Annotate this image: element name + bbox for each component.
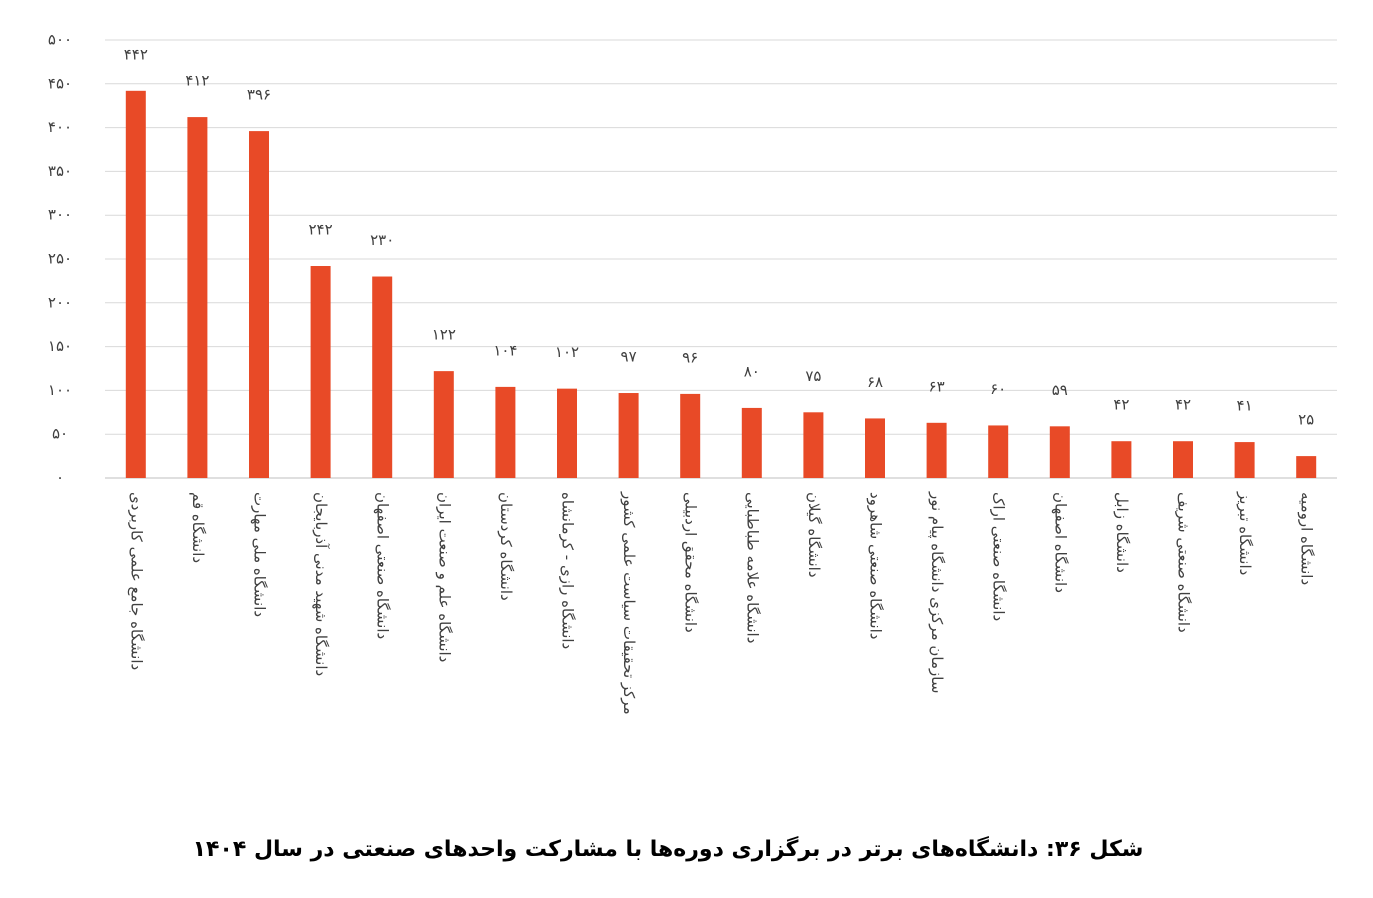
value-label: ۴۲ [1113,396,1129,414]
x-tick-label: دانشگاه قم [189,492,207,563]
bar [125,90,146,479]
chart-title: شکل ۳۶: دانشگاه‌های برتر در برگزاری دوره… [193,835,1144,862]
bar [1234,442,1255,478]
bar [618,393,639,478]
y-tick-label: ۴۰۰ [48,118,72,136]
bar [310,266,331,478]
x-tick-label: دانشگاه شهید مدنی آذربایجان [312,492,330,676]
bar [372,276,393,478]
bar [1049,426,1070,478]
x-tick-label: دانشگاه زابل [1113,492,1131,573]
bar [249,131,269,478]
value-label: ۶۳ [929,377,945,395]
value-label: ۳۹۶ [247,86,271,104]
bar [865,418,885,478]
y-tick-label: ۰ [56,469,64,487]
bar [680,393,701,478]
bar [1296,456,1317,478]
y-tick-label: ۱۰۰ [48,381,72,399]
x-tick-label: دانشگاه صنعتی شاهرود [867,492,885,639]
value-label: ۱۲۲ [432,326,456,344]
y-tick-label: ۵۰ [52,425,68,443]
value-label: ۷۵ [805,367,821,385]
value-label: ۴۱۲ [185,72,209,90]
x-tick-label: دانشگاه ارومیه [1298,492,1316,585]
y-tick-label: ۵۰۰ [48,31,72,49]
value-label: ۶۸ [867,373,883,391]
value-label: ۱۰۲ [555,343,579,361]
y-tick-label: ۱۵۰ [48,337,72,355]
x-tick-label: دانشگاه گیلان [805,492,823,578]
x-tick-label: دانشگاه رازی - کرمانشاه [559,492,577,649]
value-label: ۲۴۲ [309,221,333,239]
value-label: ۴۱ [1237,397,1253,415]
bar [803,412,824,478]
bar [433,371,454,478]
value-label: ۶۰ [990,380,1006,398]
bar [557,388,577,478]
value-label: ۲۳۰ [370,231,394,249]
x-tick-label: دانشگاه علم و صنعت ایران [435,492,453,662]
value-label: ۱۰۴ [493,341,517,359]
x-tick-label: دانشگاه تبریز [1236,491,1254,575]
value-label: ۹۶ [682,348,698,366]
x-tick-label: دانشگاه علامه طباطبایی [743,492,761,643]
value-label: ۹۷ [621,348,637,366]
x-tick-label: مرکز تحقیقات سیاست علمی کشور [620,491,638,715]
value-label: ۵۹ [1052,381,1068,399]
bar [495,386,516,478]
bar [988,425,1009,478]
y-tick-label: ۲۵۰ [48,250,72,268]
value-label: ۲۵ [1298,411,1314,429]
value-label: ۴۲ [1175,396,1191,414]
x-tick-label: دانشگاه ملی مهارت [251,492,269,617]
x-tick-label: دانشگاه صنعتی اصفهان [374,492,392,639]
y-tick-label: ۳۰۰ [48,206,72,224]
value-label: ۴۴۲ [124,45,148,63]
bar [1111,441,1132,478]
y-tick-label: ۴۵۰ [48,74,72,92]
x-tick-label: دانشگاه اصفهان [1051,492,1069,593]
bar [926,422,947,478]
bar [1173,441,1193,478]
x-tick-label: دانشگاه صنعتی اراک [990,492,1008,621]
y-tick-label: ۲۰۰ [48,293,72,311]
value-label: ۸۰ [744,362,760,380]
x-tick-label: دانشگاه کردستان [497,492,515,601]
x-tick-label: دانشگاه جامع علمی کاربردی [127,492,145,670]
y-tick-label: ۳۵۰ [48,162,72,180]
bar [187,117,208,478]
x-tick-label: دانشگاه صنعتی شریف [1175,492,1193,633]
bar [741,407,762,478]
x-tick-label: دانشگاه محقق اردبیلی [682,492,700,633]
x-tick-label: سازمان مرکزی دانشگاه پیام نور [927,491,946,693]
